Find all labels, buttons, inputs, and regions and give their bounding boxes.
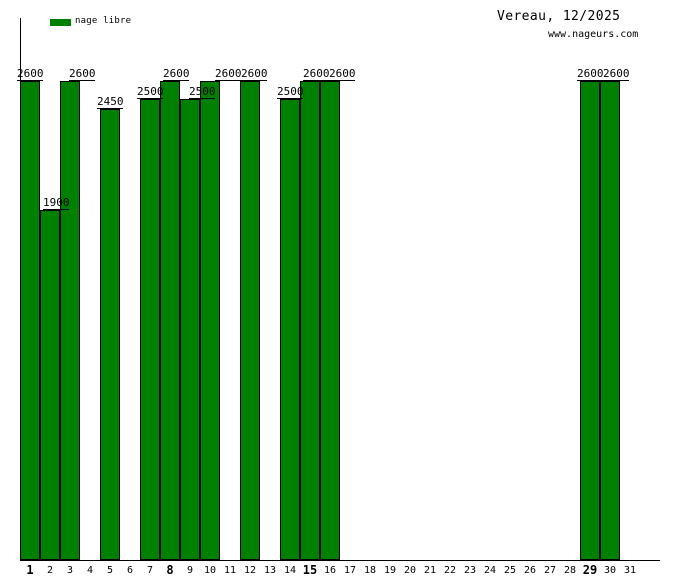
- legend-label: nage libre: [75, 16, 132, 26]
- bar-value-label: 2600: [241, 67, 268, 81]
- bar-day-5[interactable]: [100, 109, 120, 560]
- bar-day-9[interactable]: [180, 99, 200, 560]
- x-axis-day-label: 29: [582, 563, 598, 577]
- bar-day-15[interactable]: [300, 81, 320, 560]
- legend-color-swatch: [50, 19, 71, 26]
- x-axis-day-label: 3: [66, 565, 74, 576]
- x-axis-day-label: 20: [403, 565, 417, 576]
- bar-day-7[interactable]: [140, 99, 160, 560]
- x-axis-day-label: 13: [263, 565, 277, 576]
- x-axis-day-label: 15: [302, 563, 318, 577]
- x-axis-day-label: 9: [186, 565, 194, 576]
- x-axis-day-label: 14: [283, 565, 297, 576]
- x-axis-day-label: 6: [126, 565, 134, 576]
- x-axis-day-label: 10: [203, 565, 217, 576]
- bar-value-label: 2600: [577, 67, 604, 81]
- x-axis-day-label: 4: [86, 565, 94, 576]
- x-axis-day-label: 24: [483, 565, 497, 576]
- bar-value-label: 2600: [163, 67, 190, 81]
- x-axis-day-label: 30: [603, 565, 617, 576]
- x-axis-line: [20, 560, 660, 561]
- chart-title: Vereau, 12/2025: [497, 9, 621, 24]
- x-axis-day-label: 22: [443, 565, 457, 576]
- bar-value-label: 2500: [189, 85, 216, 99]
- site-watermark: www.nageurs.com: [548, 29, 639, 40]
- bar-value-label: 2500: [277, 85, 304, 99]
- bar-value-label: 2600: [603, 67, 630, 81]
- bar-day-16[interactable]: [320, 81, 340, 560]
- x-axis-day-label: 26: [523, 565, 537, 576]
- x-axis-day-label: 31: [623, 565, 637, 576]
- bar-value-label: 2600: [215, 67, 242, 81]
- bar-value-label: 2600: [17, 67, 44, 81]
- x-axis-day-label: 23: [463, 565, 477, 576]
- x-axis-day-label: 19: [383, 565, 397, 576]
- bar-value-label: 2450: [97, 95, 124, 109]
- x-axis-day-label: 12: [243, 565, 257, 576]
- bar-day-1[interactable]: [20, 81, 40, 560]
- x-axis-day-label: 8: [166, 563, 174, 577]
- x-axis-day-label: 25: [503, 565, 517, 576]
- x-axis-day-label: 21: [423, 565, 437, 576]
- x-axis-day-label: 17: [343, 565, 357, 576]
- bar-day-29[interactable]: [580, 81, 600, 560]
- x-axis-day-label: 1: [26, 563, 34, 577]
- x-axis-day-label: 11: [223, 565, 237, 576]
- bar-value-label: 2500: [137, 85, 164, 99]
- bar-value-label: 1900: [43, 196, 70, 210]
- bar-day-10[interactable]: [200, 81, 220, 560]
- bar-day-30[interactable]: [600, 81, 620, 560]
- bar-day-8[interactable]: [160, 81, 180, 560]
- x-axis-day-label: 7: [146, 565, 154, 576]
- x-axis-day-label: 18: [363, 565, 377, 576]
- bar-value-label: 2600: [329, 67, 356, 81]
- x-axis-day-label: 5: [106, 565, 114, 576]
- bar-day-12[interactable]: [240, 81, 260, 560]
- bar-day-14[interactable]: [280, 99, 300, 560]
- x-axis-day-label: 2: [46, 565, 54, 576]
- x-axis-day-label: 16: [323, 565, 337, 576]
- x-axis-day-label: 27: [543, 565, 557, 576]
- x-axis-day-label: 28: [563, 565, 577, 576]
- bar-value-label: 2600: [303, 67, 330, 81]
- bar-day-3[interactable]: [60, 81, 80, 560]
- bar-day-2[interactable]: [40, 210, 60, 560]
- bar-value-label: 2600: [69, 67, 96, 81]
